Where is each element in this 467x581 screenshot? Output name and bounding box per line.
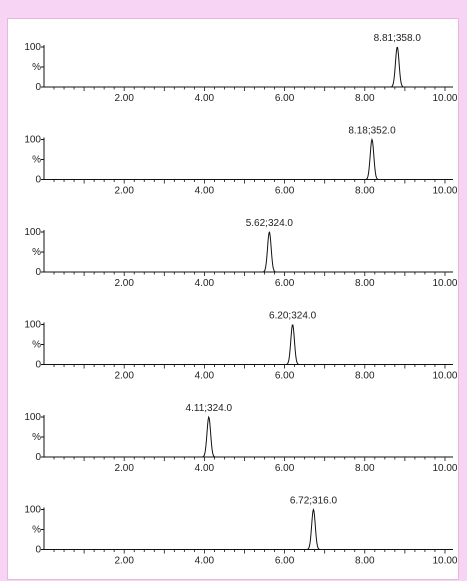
x-tick-label: 8.00	[355, 278, 375, 289]
chromatogram-trace	[46, 508, 445, 550]
x-tick-label: 6.00	[275, 93, 295, 104]
chromatogram-1: 100% 0 2.00 4.00 6.00 8.00 10.00 8.81;358.0	[24, 33, 458, 104]
x-tick-label: 2.00	[114, 278, 134, 289]
chromatogram-stack: 100%02.00 4.00 6.00 8.00 10.008.81;358.0100%…	[24, 33, 458, 567]
chromatogram-panel: 100% 0 2.00 4.00 6.00 8.00 10.00 8.81;358.0 100%…	[7, 18, 459, 580]
y-tick-label: 100	[24, 320, 41, 331]
peak-label: 8.18;352.0	[348, 126, 396, 137]
chromatogram-trace	[46, 231, 445, 273]
x-tick-label: 4.00	[195, 278, 215, 289]
x-tick-label: 4.00	[195, 93, 215, 104]
x-tick-label: 2.00	[114, 93, 134, 104]
y-tick-label: %	[32, 432, 41, 443]
x-tick-label: 2.00	[114, 371, 134, 382]
chromatogram-trace	[46, 324, 445, 365]
chromatogram-trace	[46, 46, 445, 88]
y-tick-label: 100	[24, 505, 41, 516]
x-tick-label: 2.00	[114, 556, 134, 567]
y-tick-label: 100	[24, 135, 41, 146]
x-tick-label: 10.00	[432, 278, 457, 289]
y-tick-label: 0	[35, 360, 41, 371]
y-tick-label: 0	[35, 82, 41, 93]
x-tick-label: 8.00	[355, 463, 375, 474]
x-tick-label: 6.00	[275, 463, 295, 474]
x-tick-label: 10.00	[432, 371, 457, 382]
x-tick-label: 8.00	[355, 371, 375, 382]
x-tick-label: 10.00	[432, 463, 457, 474]
y-tick-label: %	[32, 62, 41, 73]
chromatogram-trace	[46, 137, 445, 180]
chromatogram-4: 100% 0 2.00 4.00 6.00 8.00 10.00 6.20;324.0	[24, 311, 458, 382]
y-tick-label: %	[32, 155, 41, 166]
chromatogram-2: 100% 0 2.00 4.00 6.00 8.00 10.00 8.18;352.0	[24, 126, 458, 197]
y-tick-label: 0	[35, 267, 41, 278]
x-tick-label: 10.00	[432, 186, 457, 197]
y-tick-label: 0	[35, 452, 41, 463]
x-tick-label: 6.00	[275, 371, 295, 382]
x-tick-label: 6.00	[275, 278, 295, 289]
x-tick-label: 4.00	[195, 463, 215, 474]
x-tick-label: 8.00	[355, 556, 375, 567]
x-tick-label: 10.00	[432, 93, 457, 104]
chromatogram-3: 100% 0 2.00 4.00 6.00 8.00 10.00 5.62;324.0	[24, 218, 458, 289]
x-tick-label: 4.00	[195, 186, 215, 197]
x-tick-label: 2.00	[114, 463, 134, 474]
y-tick-label: %	[32, 247, 41, 258]
peak-label: 5.62;324.0	[246, 218, 294, 229]
peak-label: 4.11;324.0	[186, 403, 233, 414]
peak-label: 8.81;358.0	[374, 33, 422, 44]
y-tick-label: 100	[24, 42, 41, 53]
y-tick-label: %	[32, 525, 41, 536]
y-tick-label: 100	[24, 227, 41, 238]
x-tick-label: 4.00	[195, 371, 215, 382]
y-tick-label: 0	[35, 545, 41, 556]
chromatogram-5: 100% 0 2.00 4.00 6.00 8.00 10.00 4.11;324.0	[24, 403, 458, 474]
x-tick-label: 6.00	[275, 556, 295, 567]
x-tick-label: 6.00	[275, 186, 295, 197]
x-tick-label: 8.00	[355, 186, 375, 197]
x-tick-label: 10.00	[432, 556, 457, 567]
x-tick-label: 2.00	[114, 186, 134, 197]
peak-label: 6.20;324.0	[269, 311, 317, 322]
y-tick-label: 100	[24, 412, 41, 423]
x-tick-label: 4.00	[195, 556, 215, 567]
x-tick-label: 8.00	[355, 93, 375, 104]
y-tick-label: 0	[35, 175, 41, 186]
chromatogram-trace	[46, 415, 445, 458]
peak-label: 6.72;316.0	[290, 496, 338, 507]
chromatogram-6: 100% 0 2.00 4.00 6.00 8.00 10.00 6.72;316.0	[24, 496, 458, 567]
y-tick-label: %	[32, 340, 41, 351]
